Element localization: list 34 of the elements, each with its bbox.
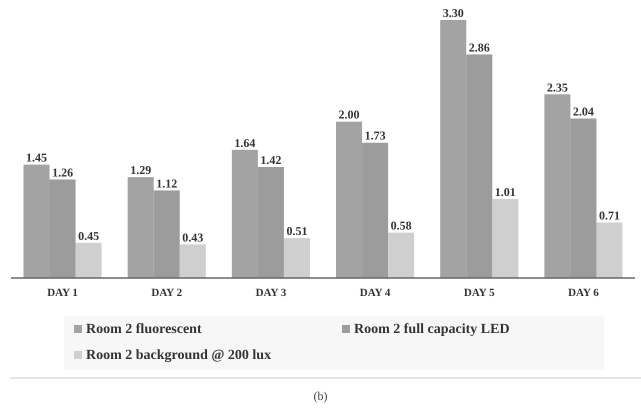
data-label: 0.51	[286, 224, 308, 238]
text: (b)	[314, 389, 328, 403]
data-label: 2.86	[468, 40, 490, 54]
x-tick-label: DAY 1	[47, 286, 78, 299]
bar	[596, 222, 622, 278]
data-label: 1.26	[52, 165, 74, 180]
data-label: 1.42	[260, 152, 282, 167]
legend-label: Room 2 full capacity LED	[354, 322, 510, 337]
data-label: 1.64	[234, 136, 256, 150]
bar	[388, 232, 414, 278]
bar	[492, 199, 518, 278]
x-tick-label: DAY 5	[464, 286, 496, 299]
data-label: 1.45	[26, 150, 48, 165]
data-label: 0.71	[598, 208, 620, 222]
data-label: 0.58	[390, 218, 412, 233]
x-tick-label: DAY 4	[360, 286, 391, 299]
bar	[76, 242, 102, 278]
legend-label: Room 2 background @ 200 lux	[86, 348, 272, 363]
x-tick-label: DAY 2	[151, 286, 183, 299]
data-label: 2.00	[338, 108, 360, 122]
data-label: 1.12	[156, 176, 178, 190]
legend-label: Room 2 fluorescent	[86, 322, 202, 337]
data-label: 2.04	[572, 104, 594, 119]
data-label: 1.29	[130, 163, 152, 178]
bar	[284, 238, 310, 278]
data-label: 0.45	[78, 228, 100, 243]
bar	[180, 244, 206, 278]
data-label: 1.01	[494, 185, 516, 200]
data-label: 1.73	[364, 128, 386, 143]
data-label: 3.30	[442, 6, 464, 20]
x-tick-label: DAY 3	[256, 286, 287, 299]
x-tick-label: DAY 6	[568, 286, 600, 299]
data-label: 0.43	[182, 230, 204, 244]
data-label: 2.35	[546, 80, 568, 94]
